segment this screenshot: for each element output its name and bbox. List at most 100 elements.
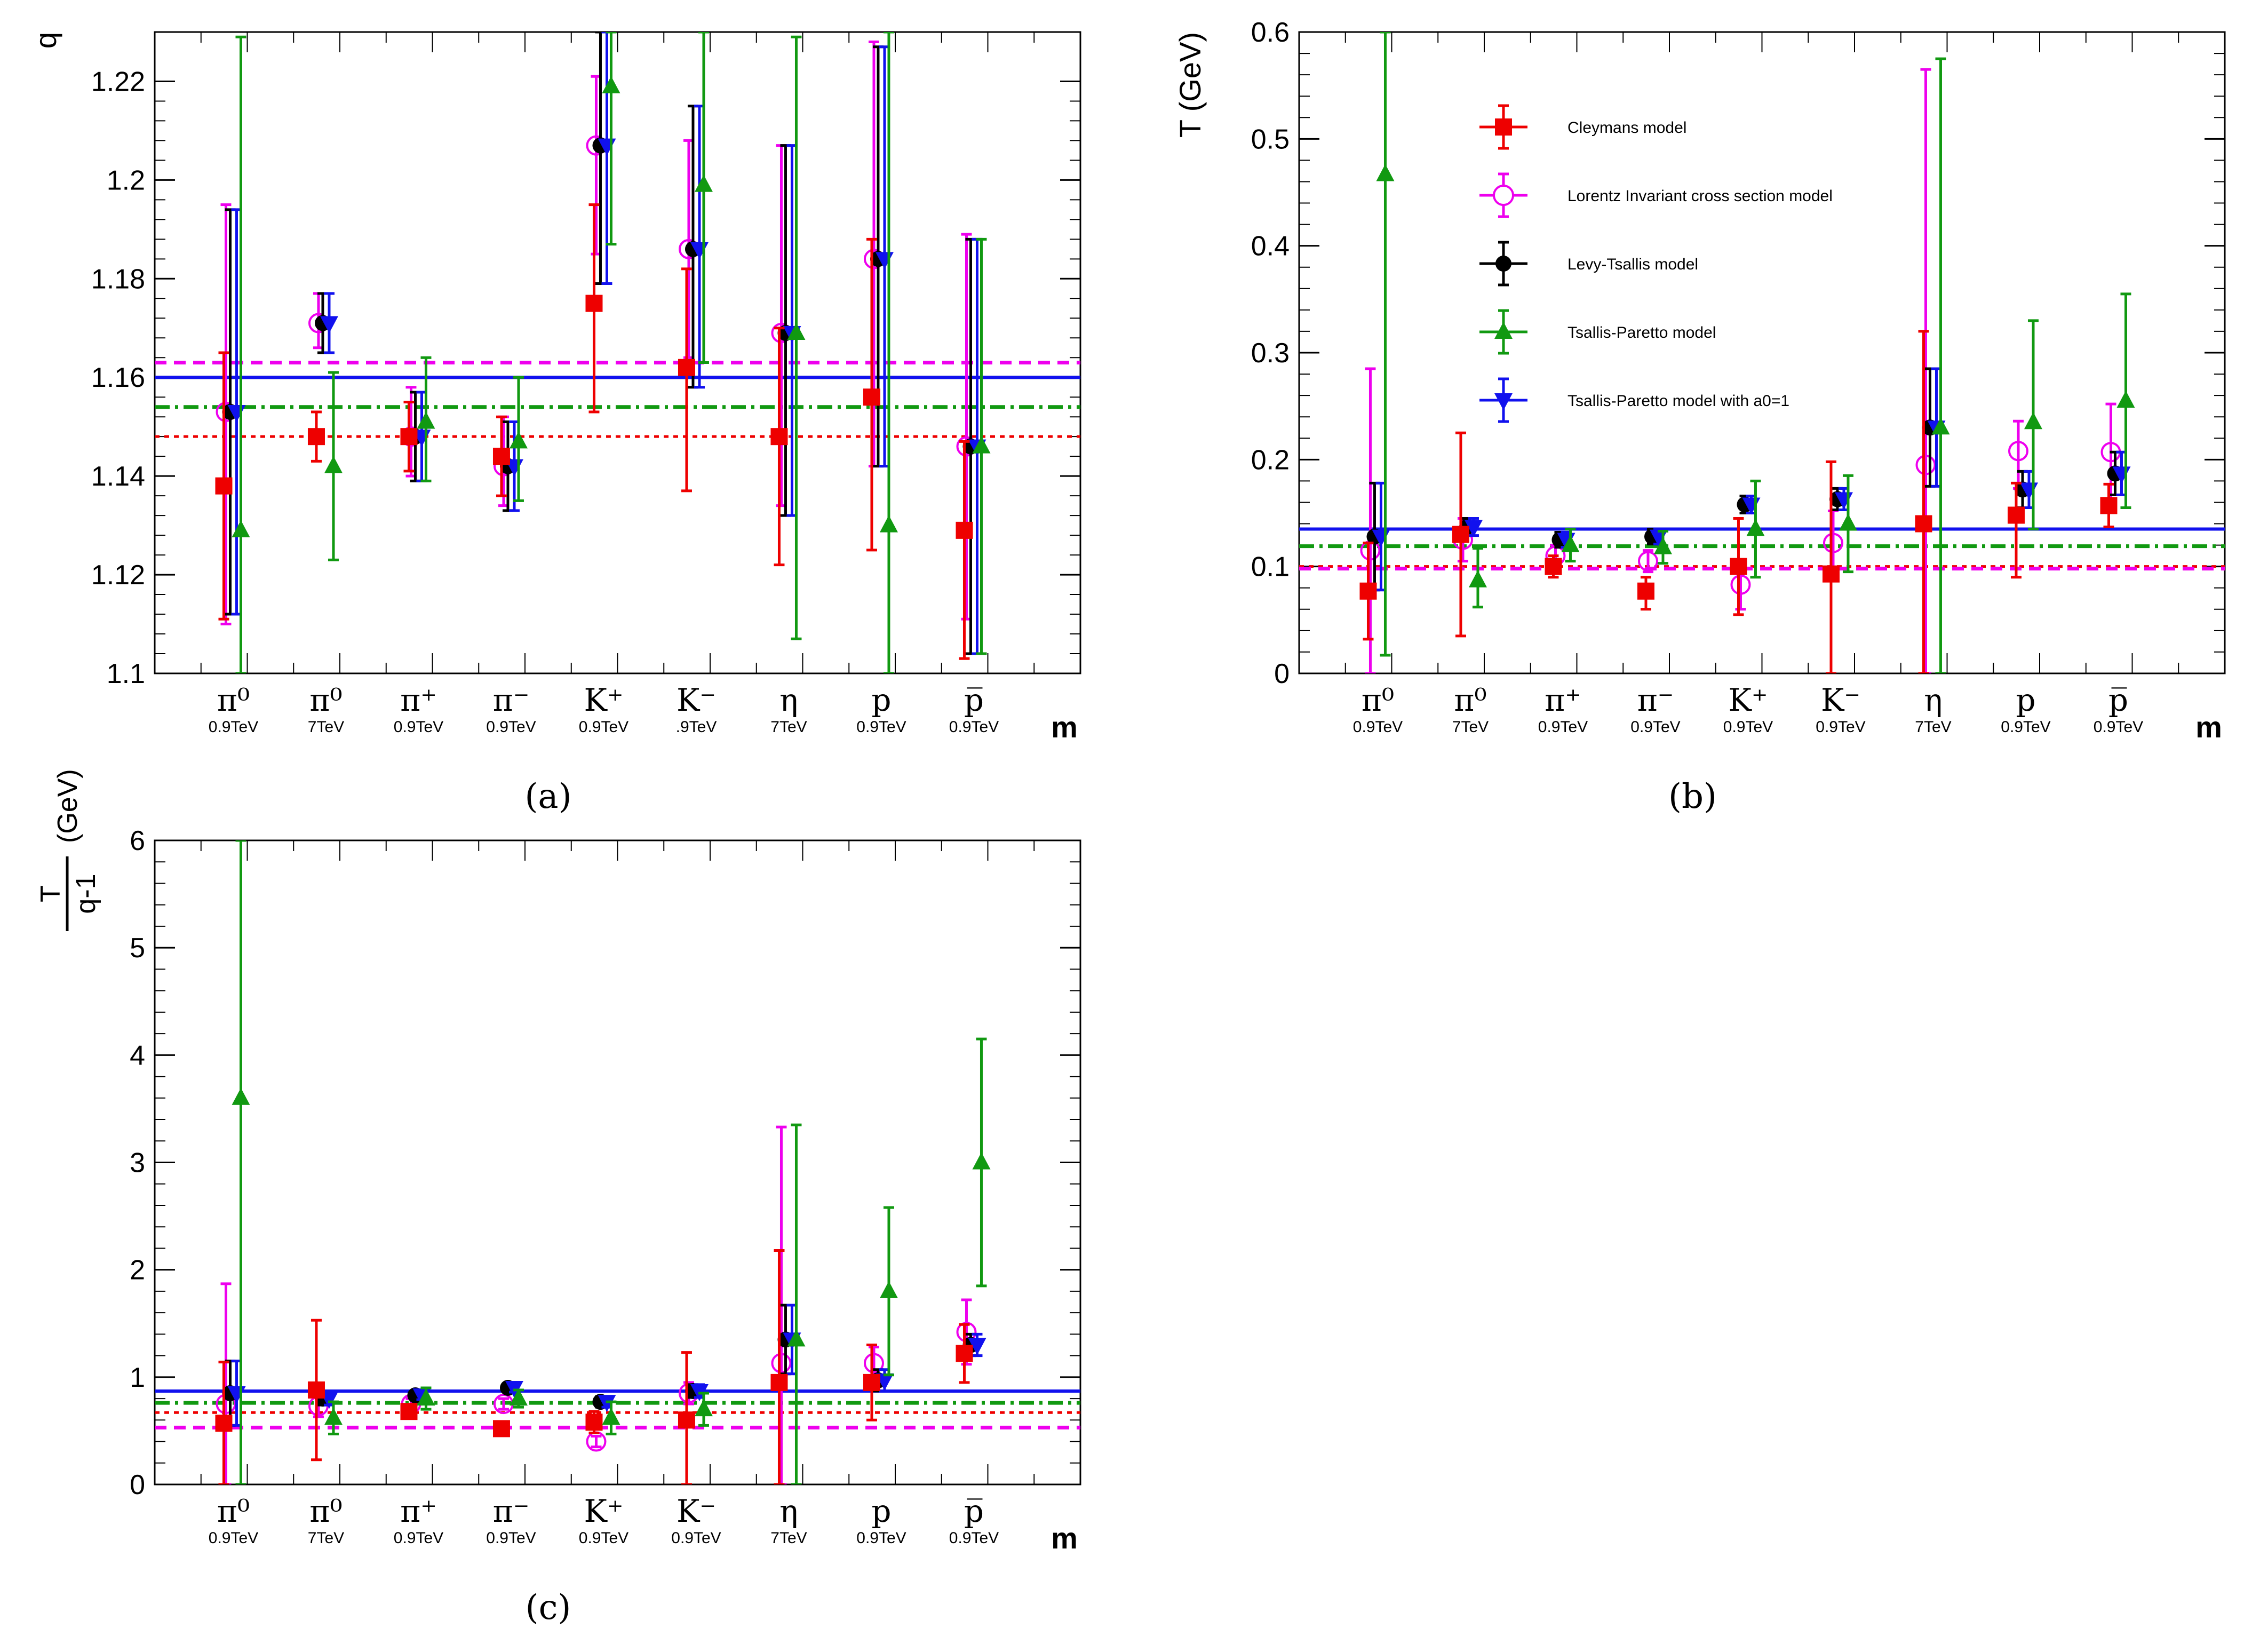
triangle-up-marker <box>879 515 898 533</box>
y-axis: 0 1 2 3 4 5 6 <box>130 825 1080 1500</box>
category-label: K⁺ <box>1728 682 1768 718</box>
triangle-up-marker <box>324 1408 343 1425</box>
triangle-down-marker <box>1464 520 1483 537</box>
filled-square-marker <box>863 1373 880 1391</box>
category-sublabel: 0.9TeV <box>1816 718 1865 736</box>
category-sublabel: 0.9TeV <box>671 1529 721 1547</box>
triangle-up-marker <box>1468 570 1487 587</box>
filled-square-marker <box>307 428 325 446</box>
filled-square-marker <box>2100 497 2118 514</box>
y-axis-label-numerator: T <box>35 885 66 902</box>
y-tick-label: 5 <box>130 933 145 964</box>
y-tick-label: 1.18 <box>91 264 145 295</box>
triangle-up-marker <box>694 1399 713 1417</box>
triangle-up-marker <box>787 323 806 340</box>
filled-square-marker <box>1915 515 1932 533</box>
y-tick-label: 0 <box>130 1470 145 1500</box>
series-tsallis <box>232 840 991 1484</box>
triangle-up-marker <box>972 436 991 454</box>
y-tick-label: 0.2 <box>1251 444 1290 475</box>
legend-label: Tsallis-Paretto model with a0=1 <box>1567 392 1789 410</box>
filled-square-marker <box>1495 118 1512 136</box>
category-sublabel: 7TeV <box>308 718 344 736</box>
triangle-up-marker <box>417 1388 435 1406</box>
category-sublabel: 0.9TeV <box>856 1529 906 1547</box>
data-points <box>215 32 991 673</box>
y-axis-label: T (GeV) <box>1173 32 1207 138</box>
open-circle-marker <box>1493 185 1514 206</box>
triangle-down-marker <box>1494 393 1513 410</box>
triangle-up-marker <box>2116 391 2135 408</box>
category-sublabel: 0.9TeV <box>949 1529 999 1547</box>
y-tick-label: 1 <box>130 1362 145 1393</box>
category-label: η <box>1924 682 1943 718</box>
category-sublabel: 0.9TeV <box>209 1529 258 1547</box>
category-sublabel: 0.9TeV <box>209 718 258 736</box>
legend: Cleymans model Lorentz Invariant cross se… <box>1479 104 1833 423</box>
y-axis: 1.1 1.12 1.14 1.16 1.18 1.2 1.22 <box>91 32 1080 689</box>
filled-square-marker <box>400 1403 418 1420</box>
plot-frame <box>154 31 1081 674</box>
filled-square-marker <box>400 428 418 446</box>
series-cleymans <box>1359 330 2118 673</box>
triangle-up-marker <box>232 1087 250 1105</box>
triangle-up-marker <box>1746 519 1765 536</box>
y-tick-label: 1.14 <box>91 461 145 492</box>
legend-item-tsallis_a0: Tsallis-Paretto model with a0=1 <box>1479 377 1789 423</box>
filled-square-marker <box>1822 565 1840 583</box>
x-axis-label: m <box>1051 710 1078 744</box>
data-points <box>1359 32 2135 673</box>
filled-square-marker <box>678 1411 695 1429</box>
category-sublabel: 7TeV <box>770 1529 807 1547</box>
filled-square-marker <box>307 1381 325 1399</box>
triangle-up-marker <box>232 520 250 537</box>
open-circle-marker <box>1730 574 1751 595</box>
category-sublabel: 0.9TeV <box>949 718 999 736</box>
plot-frame <box>154 839 1081 1486</box>
open-circle-marker <box>863 1353 884 1373</box>
y-tick-label: 1.2 <box>107 165 145 196</box>
filled-square-marker <box>1452 526 1469 543</box>
series-tsallis <box>232 32 991 673</box>
category-label: p <box>871 1493 891 1529</box>
legend-marker <box>1495 256 1511 272</box>
triangle-up-marker <box>879 1281 898 1298</box>
mean-lines <box>155 360 1080 438</box>
y-tick-label: 1.12 <box>91 560 145 591</box>
category-sublabel: 0.9TeV <box>1630 718 1680 736</box>
category-sublabel: 0.9TeV <box>486 718 536 736</box>
category-label: η <box>779 682 798 718</box>
y-axis-label-unit: (GeV) <box>52 769 83 843</box>
filled-square-marker <box>585 295 603 312</box>
open-circle-marker <box>1823 533 1843 553</box>
category-sublabel: 0.9TeV <box>2001 718 2050 736</box>
x-axis-categories: π⁰0.9TeVπ⁰7TeVπ⁺0.9TeVπ⁻0.9TeVK⁺0.9TeVK⁻… <box>209 682 999 736</box>
filled-square-marker <box>215 1415 233 1432</box>
category-sublabel: 0.9TeV <box>856 718 906 736</box>
category-sublabel: .9TeV <box>676 718 717 736</box>
filled-circle-marker <box>1495 256 1511 272</box>
panel-label: (a) <box>524 777 571 816</box>
category-label: π⁺ <box>1545 682 1581 718</box>
y-tick-label: 0.4 <box>1251 231 1290 262</box>
category-sublabel: 7TeV <box>1915 718 1951 736</box>
category-label: π⁰ <box>309 682 342 718</box>
triangle-up-marker <box>509 1388 528 1406</box>
category-sublabel: 0.9TeV <box>394 718 443 736</box>
category-label: π⁰ <box>217 682 250 718</box>
category-label: K⁻ <box>677 1493 716 1529</box>
category-sublabel: 7TeV <box>770 718 807 736</box>
y-tick-label: 0.5 <box>1251 124 1290 155</box>
open-circle-marker <box>771 1353 792 1373</box>
category-label: η <box>779 1493 798 1529</box>
filled-square-marker <box>770 428 788 446</box>
y-axis-label-denominator: q-1 <box>70 873 101 914</box>
triangle-up-marker <box>1494 322 1513 339</box>
category-sublabel: 0.9TeV <box>2094 718 2143 736</box>
category-label: p <box>871 682 891 718</box>
y-tick-label: 4 <box>130 1040 145 1071</box>
triangle-up-marker <box>417 411 435 429</box>
triangle-down-marker <box>320 316 338 333</box>
category-label: p <box>2016 682 2035 718</box>
